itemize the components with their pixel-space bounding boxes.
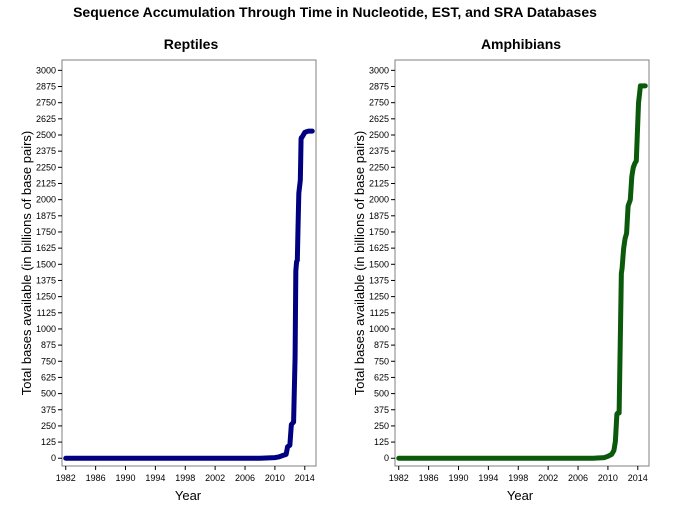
x-axis: 1982 1986 1990 1994 1998 2002 2006 2010 2014 <box>56 466 315 483</box>
x-tick-label: 1986 <box>86 473 106 483</box>
x-tick-label: 2014 <box>628 473 648 483</box>
y-tick-label: 1875 <box>36 211 56 221</box>
x-tick-label: 2014 <box>295 473 315 483</box>
series-line <box>63 128 315 461</box>
y-tick-label: 750 <box>41 356 56 366</box>
y-tick-label: 250 <box>41 421 56 431</box>
y-tick-label: 1750 <box>369 227 389 237</box>
y-tick-label: 2875 <box>369 82 389 92</box>
y-tick-label: 125 <box>41 437 56 447</box>
y-tick-label: 3000 <box>369 65 389 75</box>
x-tick-label: 1994 <box>145 473 165 483</box>
y-tick-label: 500 <box>41 389 56 399</box>
x-axis: 1982 1986 1990 1994 1998 2002 2006 2010 2014 <box>389 466 648 483</box>
x-tick-label: 1998 <box>175 473 195 483</box>
x-axis-label: Year <box>175 488 202 503</box>
chart-title: Amphibians <box>481 36 561 52</box>
x-tick-label: 1982 <box>389 473 409 483</box>
y-tick-label: 2000 <box>369 195 389 205</box>
y-tick-label: 2375 <box>36 146 56 156</box>
y-tick-label: 1375 <box>369 275 389 285</box>
y-tick-label: 2625 <box>369 114 389 124</box>
y-tick-label: 1125 <box>370 308 389 318</box>
series-line <box>396 83 648 461</box>
y-tick-label: 625 <box>41 372 56 382</box>
x-tick-label: 1990 <box>448 473 468 483</box>
plot-frame <box>394 59 650 467</box>
x-tick-label: 2010 <box>598 473 618 483</box>
series-group <box>396 83 648 461</box>
y-tick-label: 750 <box>374 356 389 366</box>
y-tick-label: 2125 <box>36 178 56 188</box>
y-tick-label: 2375 <box>369 146 389 156</box>
x-tick-label: 2002 <box>205 473 225 483</box>
y-tick-label: 2500 <box>36 130 56 140</box>
y-axis-label: Total bases available (in billions of ba… <box>19 131 34 395</box>
y-tick-label: 2125 <box>369 178 389 188</box>
y-tick-label: 1250 <box>36 292 56 302</box>
x-tick-label: 2002 <box>538 473 558 483</box>
y-tick-label: 1500 <box>36 259 56 269</box>
y-tick-label: 500 <box>374 389 389 399</box>
y-tick-label: 1875 <box>369 211 389 221</box>
x-tick-label: 2010 <box>265 473 285 483</box>
y-tick-label: 1000 <box>369 324 389 334</box>
y-tick-label: 2875 <box>36 82 56 92</box>
y-tick-label: 2250 <box>36 162 56 172</box>
x-tick-label: 2006 <box>568 473 588 483</box>
y-tick-label: 1625 <box>369 243 389 253</box>
y-tick-label: 0 <box>384 453 389 463</box>
y-tick-label: 2500 <box>369 130 389 140</box>
chart-title: Reptiles <box>164 36 219 52</box>
plot-frame <box>61 59 317 467</box>
figure-title: Sequence Accumulation Through Time in Nu… <box>73 4 597 20</box>
y-tick-label: 2750 <box>36 98 56 108</box>
y-axis-label: Total bases available (in billions of ba… <box>352 131 367 395</box>
y-tick-label: 1625 <box>36 243 56 253</box>
x-tick-label: 1990 <box>115 473 135 483</box>
x-tick-label: 1994 <box>478 473 498 483</box>
y-tick-label: 0 <box>51 453 56 463</box>
y-axis: 0 125 250 375 500 625 750 875 1000 1125 1250 1375 15… <box>36 65 62 463</box>
y-tick-label: 375 <box>41 405 56 415</box>
y-tick-label: 250 <box>374 421 389 431</box>
x-tick-label: 1986 <box>419 473 439 483</box>
panel-reptiles: Reptiles 0 125 250 375 500 625 750 875 1000 1125 1… <box>19 36 317 503</box>
x-tick-label: 2006 <box>235 473 255 483</box>
y-tick-label: 2250 <box>369 162 389 172</box>
x-tick-label: 1982 <box>56 473 76 483</box>
y-tick-label: 125 <box>374 437 389 447</box>
panel-amphibians: Amphibians 0 125 250 375 500 625 750 875 1000 112… <box>352 36 650 503</box>
y-tick-label: 2000 <box>36 195 56 205</box>
y-tick-label: 1375 <box>36 275 56 285</box>
y-tick-label: 375 <box>374 405 389 415</box>
y-tick-label: 2750 <box>369 98 389 108</box>
series-group <box>63 128 315 461</box>
y-tick-label: 875 <box>41 340 56 350</box>
x-tick-label: 1998 <box>508 473 528 483</box>
y-tick-label: 625 <box>374 372 389 382</box>
y-axis: 0 125 250 375 500 625 750 875 1000 1125 1250 1375 15… <box>369 65 395 463</box>
y-tick-label: 1500 <box>369 259 389 269</box>
y-tick-label: 1000 <box>36 324 56 334</box>
y-tick-label: 2625 <box>36 114 56 124</box>
y-tick-label: 1250 <box>369 292 389 302</box>
y-tick-label: 1125 <box>37 308 56 318</box>
y-tick-label: 875 <box>374 340 389 350</box>
y-tick-label: 1750 <box>36 227 56 237</box>
y-tick-label: 3000 <box>36 65 56 75</box>
x-axis-label: Year <box>507 488 534 503</box>
